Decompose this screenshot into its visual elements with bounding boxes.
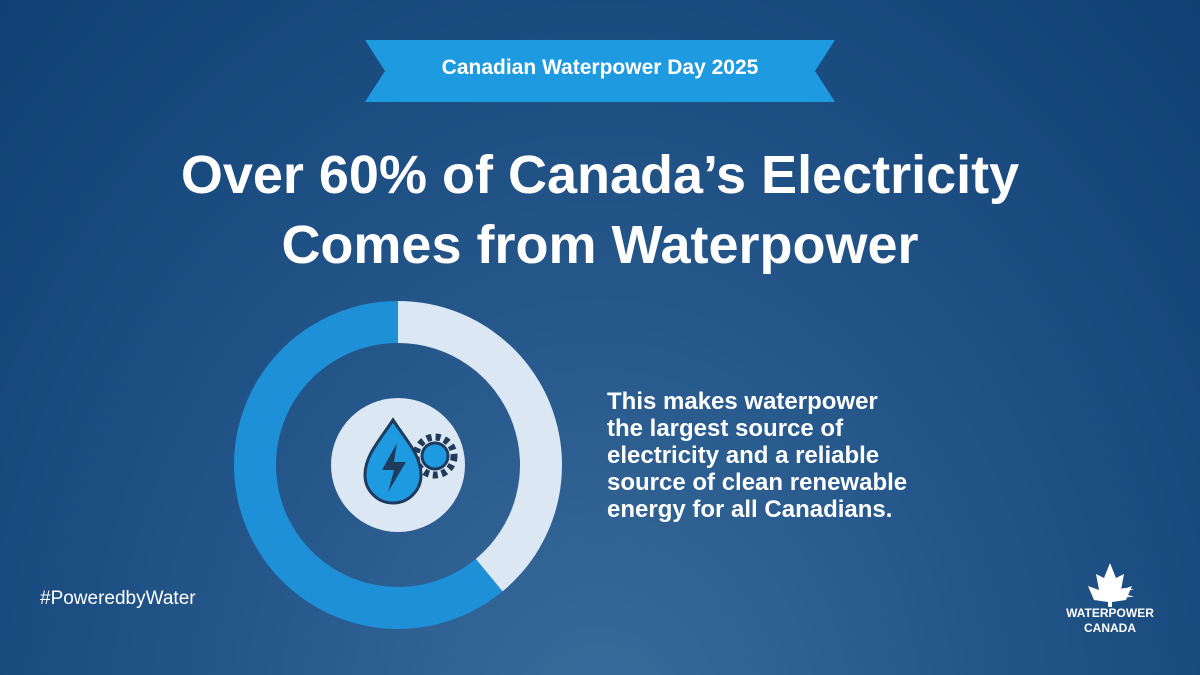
donut-segment (398, 301, 562, 592)
icon (363, 417, 458, 505)
donut (233, 301, 562, 630)
title-line: Over 60% of Canada’s Electricity (180, 145, 1020, 205)
annotation-line: This makes waterpower (607, 388, 878, 415)
annotation: This makes waterpower the largest source … (607, 388, 907, 523)
logo-line: WATERPOWER (1066, 606, 1154, 620)
annotation-line: energy for all Canadians. (607, 496, 893, 523)
annotation-line: the largest source of (607, 415, 844, 442)
title: Over 60% of Canada’s Electricity Comes fr… (0, 140, 1200, 280)
logo-text: WATERPOWER CANADA (1058, 606, 1162, 636)
logo-mark (1088, 563, 1134, 607)
title-line: Comes from Waterpower (281, 215, 919, 275)
banner-text: Canadian Waterpower Day 2025 (441, 56, 759, 79)
donut-segment (233, 301, 503, 630)
annotation-line: source of clean renewable (607, 469, 908, 496)
hashtag: #PoweredbyWater (40, 588, 196, 609)
banner-ribbon (365, 40, 835, 102)
annotation-line: electricity and a reliable (607, 442, 880, 469)
logo-line: CANADA (1084, 621, 1136, 635)
